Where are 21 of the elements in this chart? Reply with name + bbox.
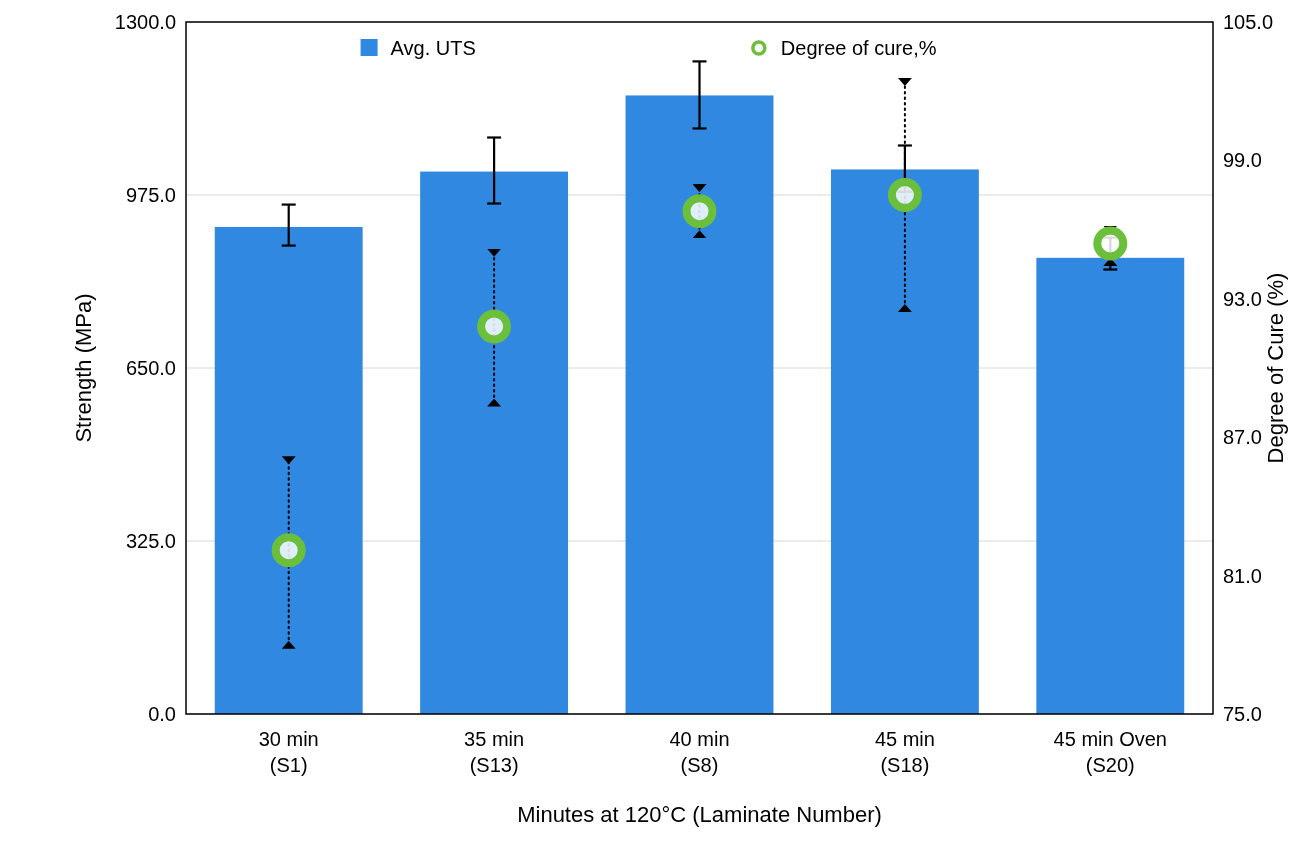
x-tick-label: 40 min (S8) <box>669 728 730 776</box>
y-tick-label: 0.0 <box>148 703 176 725</box>
y-tick-label: 975.0 <box>125 184 176 206</box>
y2-tick-label: 93.0 <box>1223 287 1262 310</box>
y-axis-title: Strength (MPa) <box>71 293 96 443</box>
x-tick-label: 30 min (S1) <box>258 728 319 776</box>
x-axis-title: Minutes at 120°C (Laminate Number) <box>517 802 882 827</box>
x-tick-label: 35 min (S13) <box>464 728 525 776</box>
y2-tick-label: 87.0 <box>1223 426 1262 449</box>
y2-axis-title: Degree of Cure (%) <box>1263 272 1288 464</box>
y2-tick-label: 75.0 <box>1223 703 1262 725</box>
y2-tick-label: 81.0 <box>1223 564 1262 587</box>
y2-tick-label: 99.0 <box>1223 149 1262 172</box>
y2-tick-label: 105.0 <box>1223 11 1274 33</box>
legend-label: Degree of cure,% <box>780 37 937 59</box>
x-tick-label: 45 min (S18) <box>874 728 935 776</box>
x-tick-label: 45 min Oven (S20) <box>1053 728 1167 776</box>
y-tick-label: 1300.0 <box>114 11 176 33</box>
legend-label: Avg. UTS <box>390 37 476 59</box>
y-tick-label: 650.0 <box>125 357 176 379</box>
y-tick-label: 325.0 <box>125 530 176 552</box>
